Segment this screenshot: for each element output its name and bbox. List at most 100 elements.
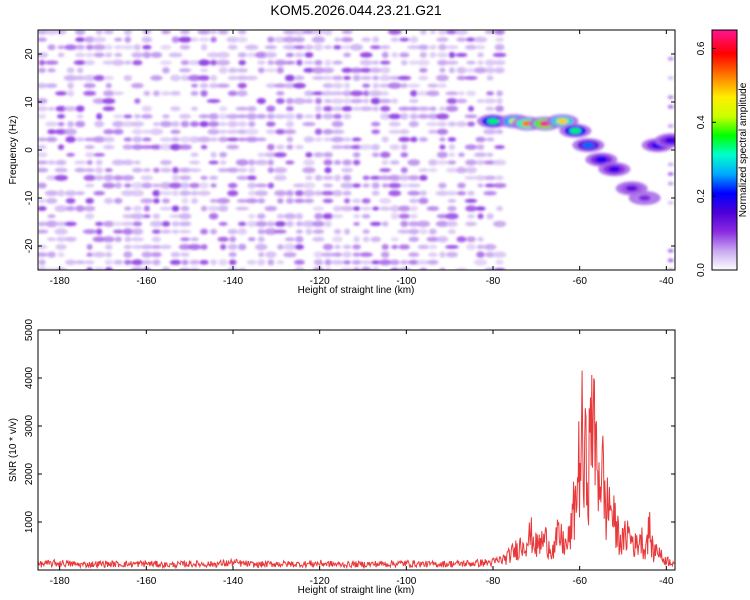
spectrogram-cell (200, 44, 208, 51)
spectrogram-cell (102, 98, 116, 104)
spectrogram-cell (103, 75, 114, 81)
spectrogram-cell (265, 129, 276, 134)
spectrogram-cell (228, 252, 237, 258)
spectrogram-cell (409, 36, 419, 43)
spectrogram-cell (382, 183, 389, 188)
spectrogram-cell (210, 228, 218, 235)
spectrogram-cell (465, 205, 477, 212)
spectrogram-cell (143, 90, 151, 96)
x-tick-label: -160 (136, 276, 156, 287)
spectrogram-cell (457, 182, 466, 189)
spectrogram-cell (276, 213, 284, 219)
spectrogram-cell (197, 30, 211, 35)
spectrogram-cell (54, 205, 68, 212)
spectrogram-cell (48, 106, 55, 111)
spectrogram-cell (38, 144, 47, 150)
spectrogram-cell (142, 168, 151, 173)
spectrogram-cell (286, 190, 294, 197)
spectrogram-cell (55, 244, 67, 250)
spectrogram-cell (417, 244, 430, 250)
spectrogram-cell (143, 205, 150, 212)
spectrogram-cell (124, 183, 132, 188)
spectrogram-cell (130, 121, 144, 127)
spectrogram-cell (132, 60, 143, 66)
spectrogram-cell (103, 30, 114, 34)
spectrogram-cell (210, 151, 217, 158)
spectrogram-cell (226, 129, 240, 134)
spectrogram-cell (277, 244, 284, 250)
spectrogram-cell (190, 237, 199, 242)
spectrogram-cell (226, 167, 239, 173)
spectrogram-cell (38, 137, 47, 142)
spectrogram-cell (314, 105, 323, 112)
spectrogram-cell (93, 52, 105, 58)
spectrogram-cell (248, 167, 256, 174)
spectrogram-cell (312, 220, 325, 227)
spectrogram-cell (438, 44, 447, 51)
spectrogram-cell (416, 91, 431, 96)
spectrogram-cell (103, 90, 115, 97)
spectrogram-cell (304, 98, 314, 104)
spectrogram-cell (456, 191, 467, 196)
spectrogram-cell (247, 182, 257, 189)
spectrogram-cell (277, 198, 284, 204)
spectrogram-cell (92, 98, 106, 104)
snr-panel: -180 -160 -140 -120 -100 -80 -60 -40 1000 2000 30… (8, 318, 676, 596)
spectrogram-cell (141, 36, 153, 43)
spectrogram-cell (303, 114, 315, 119)
spectrogram-cell (55, 91, 68, 96)
spectrogram-cell (246, 106, 257, 112)
spectrogram-cell (314, 137, 323, 142)
spectrogram-cell (237, 228, 247, 235)
spectrogram-cell (171, 137, 180, 142)
spectrogram-cell (313, 44, 324, 51)
spectrogram-cell (476, 99, 485, 103)
spectrogram-cell (95, 159, 103, 166)
colorbar-tick-label: 0.0 (696, 263, 707, 277)
spectrogram-cell (435, 113, 450, 120)
signal-core (582, 142, 595, 149)
spectrogram-cell (178, 36, 192, 43)
spectrogram-cell (342, 137, 352, 142)
spectrogram-cell (302, 182, 316, 189)
spectrogram-cell (282, 44, 297, 50)
spectrogram-cell (334, 37, 341, 42)
spectrogram-cell (447, 229, 457, 234)
spectrogram-cell (228, 67, 238, 73)
spectrogram-cell (83, 74, 96, 82)
spectrogram-cell (273, 152, 287, 158)
spectrogram-cell (123, 251, 133, 258)
spectrogram-cell (150, 252, 162, 258)
snr-x-ticks: -180 -160 -140 -120 -100 -80 -60 -40 (50, 330, 674, 587)
spectrogram-cell (55, 105, 67, 112)
spectrogram-cell (92, 251, 106, 258)
spectrogram-cell (47, 214, 56, 219)
spectrogram-cell (171, 205, 180, 212)
spectrogram-cell (227, 244, 238, 250)
spectrogram-cell (391, 98, 398, 104)
spectrogram-cell (465, 159, 477, 166)
spectrogram-cell (74, 160, 87, 165)
spectrogram-cell (427, 129, 438, 134)
spectrogram-cell (75, 205, 86, 212)
spectrogram-cell (46, 237, 57, 242)
spectrogram-cell (229, 236, 237, 243)
x-tick-label: -160 (136, 576, 156, 587)
spectrogram-cell (237, 121, 248, 127)
spectrogram-cell (313, 259, 324, 266)
spectrogram-cell (477, 236, 484, 242)
spectrogram-cell (456, 67, 467, 74)
spectrogram-cell (171, 221, 180, 227)
spectrogram-cell (418, 229, 429, 235)
x-tick-label: -140 (223, 276, 243, 287)
spectrogram-cell (152, 213, 161, 219)
spectrogram-cell (92, 36, 107, 43)
spectrogram-cell (246, 52, 257, 58)
spectrogram-cell (92, 136, 106, 143)
spectrogram-cell (492, 52, 507, 58)
spectrogram-cell (44, 190, 59, 197)
spectrogram-cell (54, 167, 68, 173)
spectrogram-cell (410, 136, 418, 143)
spectrogram-cell (391, 52, 398, 58)
spectrogram-cell (275, 129, 286, 135)
